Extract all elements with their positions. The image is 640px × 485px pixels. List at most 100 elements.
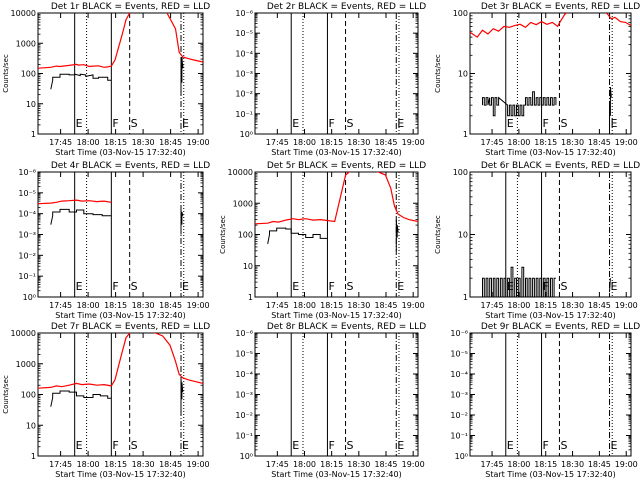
x-tick-label: 18:45 — [588, 301, 611, 310]
panel-title: Det 4r BLACK = Events, RED = LLD — [51, 161, 210, 171]
panel-title: Det 3r BLACK = Events, RED = LLD — [481, 2, 640, 12]
y-tick-label: 10⁻² — [450, 411, 468, 420]
x-axis-label: Start Time (03-Nov-15 17:32:40) — [55, 311, 185, 320]
marker-label-f: F — [112, 280, 118, 293]
events-series-line — [482, 266, 556, 297]
marker-label-e: E — [76, 439, 83, 452]
x-tick-label: 18:30 — [561, 138, 584, 147]
x-tick-label: 19:00 — [402, 301, 425, 310]
y-tick-label: 10⁰ — [240, 130, 253, 139]
marker-label-s: S — [347, 117, 354, 130]
x-tick-label: 19:00 — [187, 301, 210, 310]
y-tick-label: 10⁰ — [240, 452, 253, 461]
x-axis-label: Start Time (03-Nov-15 17:32:40) — [271, 311, 401, 320]
x-tick-label: 19:00 — [615, 301, 638, 310]
plot-area — [290, 13, 400, 134]
y-tick-label: 10⁻³ — [450, 391, 468, 400]
y-tick-label: 10⁻¹ — [18, 272, 36, 281]
lld-series-line — [38, 333, 203, 389]
y-axis-label: Counts/sec — [2, 54, 10, 93]
y-tick-label: 10⁻⁴ — [235, 370, 253, 379]
y-tick-label: 100 — [453, 168, 468, 177]
x-tick-label: 18:15 — [534, 460, 557, 469]
x-tick-label: 18:15 — [104, 301, 127, 310]
y-tick-label: 10⁻² — [235, 90, 253, 99]
x-tick-label: 18:30 — [561, 301, 584, 310]
x-tick-label: 18:45 — [374, 138, 397, 147]
marker-label-e: E — [182, 439, 189, 452]
y-tick-label: 10 — [26, 100, 36, 109]
marker-label-f: F — [112, 117, 118, 130]
y-tick-label: 10⁻⁴ — [18, 210, 36, 219]
y-tick-label: 1000 — [233, 199, 253, 208]
x-tick-label: 18:00 — [77, 138, 100, 147]
y-tick-label: 100 — [21, 391, 36, 400]
y-axis-label: Counts/sec — [2, 375, 10, 414]
x-tick-label: 17:45 — [49, 460, 72, 469]
y-tick-label: 10 — [458, 231, 468, 240]
plot-area — [470, 13, 631, 134]
y-tick-label: 10⁻⁴ — [235, 49, 253, 58]
events-series-line — [609, 86, 612, 134]
marker-label-e: E — [507, 117, 514, 130]
plot-frame — [254, 332, 419, 457]
y-tick-label: 10⁰ — [23, 293, 36, 302]
x-tick-label: 18:30 — [132, 460, 155, 469]
y-tick-label: 10000 — [11, 9, 36, 18]
y-tick-label: 10000 — [228, 168, 253, 177]
panel-det-2: Det 2r BLACK = Events, RED = LLD 10⁰ 10⁻¹ 1… — [235, 2, 426, 157]
y-tick-label: 10 — [458, 70, 468, 79]
x-tick-label: 18:15 — [534, 301, 557, 310]
x-tick-label: 17:45 — [49, 301, 72, 310]
panel-title: Det 8r BLACK = Events, RED = LLD — [267, 322, 426, 332]
x-tick-label: 17:45 — [481, 460, 504, 469]
events-series-line — [180, 56, 184, 95]
y-tick-label: 10⁻³ — [235, 70, 253, 79]
y-tick-label: 1 — [463, 130, 468, 139]
y-tick-label: 10000 — [11, 329, 36, 338]
panel-det-3: Det 3r BLACK = Events, RED = LLD 1 10 100 17… — [434, 2, 640, 157]
y-tick-label: 10⁻³ — [235, 391, 253, 400]
y-tick-label: 1 — [31, 452, 36, 461]
marker-label-e: E — [76, 280, 83, 293]
plot-area — [290, 333, 400, 456]
panel-title: Det 1r BLACK = Events, RED = LLD — [51, 2, 210, 12]
marker-label-e: E — [397, 280, 404, 293]
x-tick-label: 18:45 — [588, 460, 611, 469]
x-tick-label: 18:30 — [132, 138, 155, 147]
y-axis-label: Counts/sec — [219, 215, 227, 254]
x-tick-label: 19:00 — [187, 460, 210, 469]
x-axis-label: Start Time (03-Nov-15 17:32:40) — [485, 311, 615, 320]
panel-det-4: Det 4r BLACK = Events, RED = LLD 10⁰ 10⁻¹ 1… — [18, 161, 210, 320]
y-tick-label: 1000 — [16, 39, 36, 48]
panel-title: Det 9r BLACK = Events, RED = LLD — [481, 322, 640, 332]
panel-det-6: Det 6r BLACK = Events, RED = LLD 1 10 100 17… — [434, 161, 640, 320]
x-tick-label: 18:30 — [347, 301, 370, 310]
plot-frame — [37, 332, 204, 457]
marker-label-e: E — [397, 117, 404, 130]
plot-area — [38, 333, 203, 456]
x-tick-label: 18:00 — [507, 138, 530, 147]
x-axis-label: Start Time (03-Nov-15 17:32:40) — [271, 148, 401, 157]
x-tick-label: 18:15 — [104, 460, 127, 469]
x-tick-label: 19:00 — [402, 460, 425, 469]
x-tick-label: 17:45 — [49, 138, 72, 147]
x-tick-label: 18:45 — [159, 301, 182, 310]
x-tick-label: 17:45 — [481, 301, 504, 310]
x-tick-label: 18:45 — [374, 301, 397, 310]
y-tick-label: 10⁻⁶ — [235, 329, 253, 338]
x-tick-label: 18:15 — [534, 138, 557, 147]
plot-frame — [254, 171, 419, 298]
panel-det-8: Det 8r BLACK = Events, RED = LLD 10⁰ 10⁻¹ 1… — [235, 322, 426, 479]
y-axis-label: Counts/sec — [434, 54, 442, 93]
y-tick-label: 10⁻⁶ — [450, 329, 468, 338]
events-series-line — [395, 219, 399, 251]
panel-title: Det 2r BLACK = Events, RED = LLD — [267, 2, 426, 12]
x-tick-label: 18:30 — [347, 460, 370, 469]
x-tick-label: 18:15 — [104, 138, 127, 147]
marker-label-e: E — [507, 280, 514, 293]
y-tick-label: 100 — [238, 231, 253, 240]
x-tick-label: 18:45 — [159, 460, 182, 469]
plot-area — [482, 172, 613, 297]
